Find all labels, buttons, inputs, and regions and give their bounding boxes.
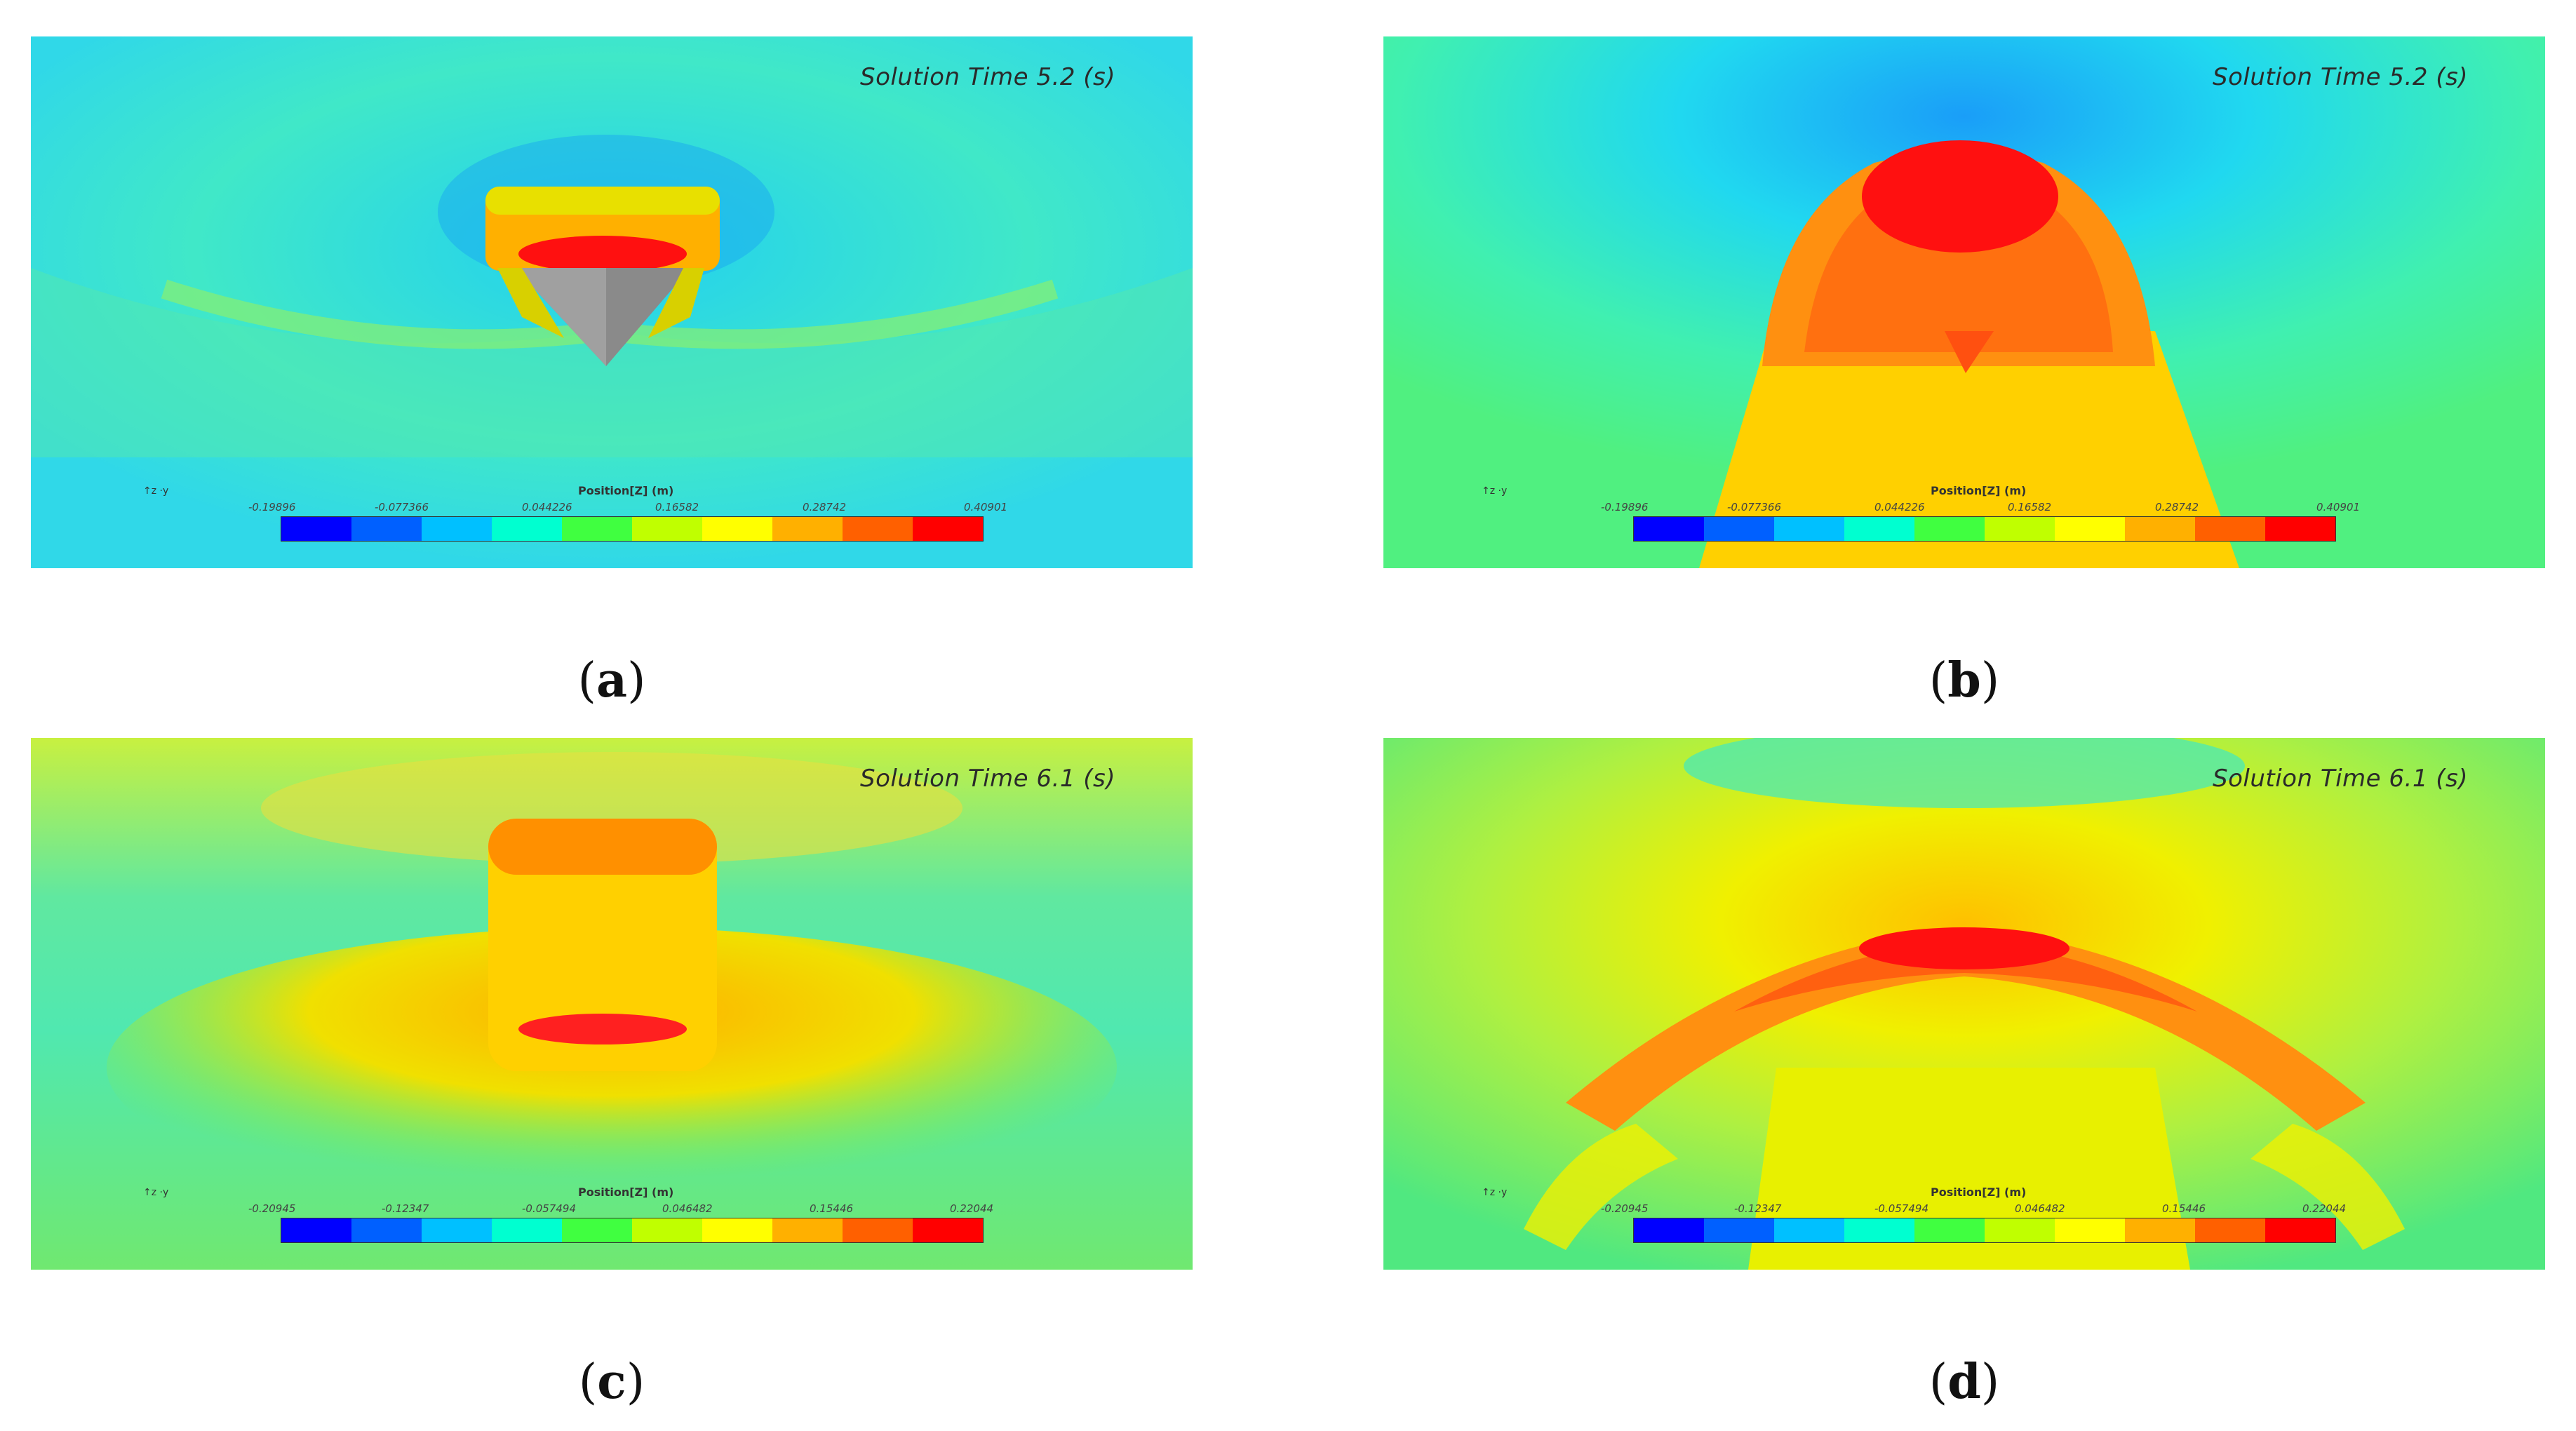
legend-tick: 0.044226 <box>1874 501 1925 513</box>
legend-tick: 0.40901 <box>964 501 1008 513</box>
legend-tick: -0.057494 <box>522 1202 576 1215</box>
axis-triad-icon: ↑z ·y <box>1482 485 1508 497</box>
colorbar <box>1633 1218 2336 1243</box>
legend-tick: 0.15446 <box>810 1202 854 1215</box>
legend-tick: -0.19896 <box>248 501 296 513</box>
panel-a: Solution Time 5.2 (s) ↑z ·y Position[Z] … <box>31 36 1193 568</box>
legend-tick: 0.16582 <box>2008 501 2052 513</box>
simulation-field-d <box>1383 738 2545 1270</box>
legend-tick: 0.15446 <box>2162 1202 2206 1215</box>
caption-label: c <box>597 1354 626 1410</box>
caption-d: (d) <box>1928 1354 2000 1410</box>
legend-tick: -0.057494 <box>1874 1202 1928 1215</box>
caption-label: b <box>1947 652 1981 708</box>
axis-triad-icon: ↑z ·y <box>1482 1187 1508 1198</box>
simulation-field-b <box>1383 36 2545 568</box>
colorbar <box>1633 516 2336 542</box>
legend-tick: 0.046482 <box>2015 1202 2065 1215</box>
axis-triad-icon: ↑z ·y <box>143 1187 169 1198</box>
legend-tick: 0.22044 <box>2302 1202 2347 1215</box>
legend-tick: -0.20945 <box>248 1202 296 1215</box>
panel-d: Solution Time 6.1 (s) ↑z ·y Position[Z] … <box>1383 738 2545 1270</box>
solution-time-label: Solution Time 5.2 (s) <box>2213 63 2468 91</box>
simulation-field-c <box>31 738 1193 1270</box>
caption-a: (a) <box>577 652 646 708</box>
solution-time-label: Solution Time 6.1 (s) <box>2213 765 2468 793</box>
legend-tick: 0.40901 <box>2316 501 2361 513</box>
legend-title: Position[Z] (m) <box>578 1185 674 1199</box>
caption-label: d <box>1947 1354 1981 1410</box>
axis-triad-icon: ↑z ·y <box>143 485 169 497</box>
legend-tick: 0.044226 <box>522 501 572 513</box>
caption-c: (c) <box>578 1354 645 1410</box>
legend-title: Position[Z] (m) <box>1931 484 2027 497</box>
solution-time-label: Solution Time 6.1 (s) <box>860 765 1115 793</box>
simulation-field-a <box>31 36 1193 568</box>
legend-tick: 0.22044 <box>950 1202 994 1215</box>
legend-tick: 0.28742 <box>2155 501 2199 513</box>
colorbar <box>281 1218 984 1243</box>
legend-tick: 0.28742 <box>803 501 847 513</box>
panel-c: Solution Time 6.1 (s) ↑z ·y Position[Z] … <box>31 738 1193 1270</box>
caption-label: a <box>596 652 628 708</box>
legend-title: Position[Z] (m) <box>578 484 674 497</box>
legend-tick: -0.20945 <box>1601 1202 1649 1215</box>
solution-time-label: Solution Time 5.2 (s) <box>860 63 1115 91</box>
legend-tick: -0.077366 <box>375 501 429 513</box>
legend-tick: -0.12347 <box>382 1202 429 1215</box>
legend-tick: -0.077366 <box>1727 501 1781 513</box>
colorbar <box>281 516 984 542</box>
caption-b: (b) <box>1928 652 2000 708</box>
legend-tick: -0.19896 <box>1601 501 1649 513</box>
legend-tick: 0.046482 <box>662 1202 713 1215</box>
legend-tick: -0.12347 <box>1734 1202 1782 1215</box>
legend-tick: 0.16582 <box>655 501 699 513</box>
legend-title: Position[Z] (m) <box>1931 1185 2027 1199</box>
panel-b: Solution Time 5.2 (s) ↑z ·y Position[Z] … <box>1383 36 2545 568</box>
